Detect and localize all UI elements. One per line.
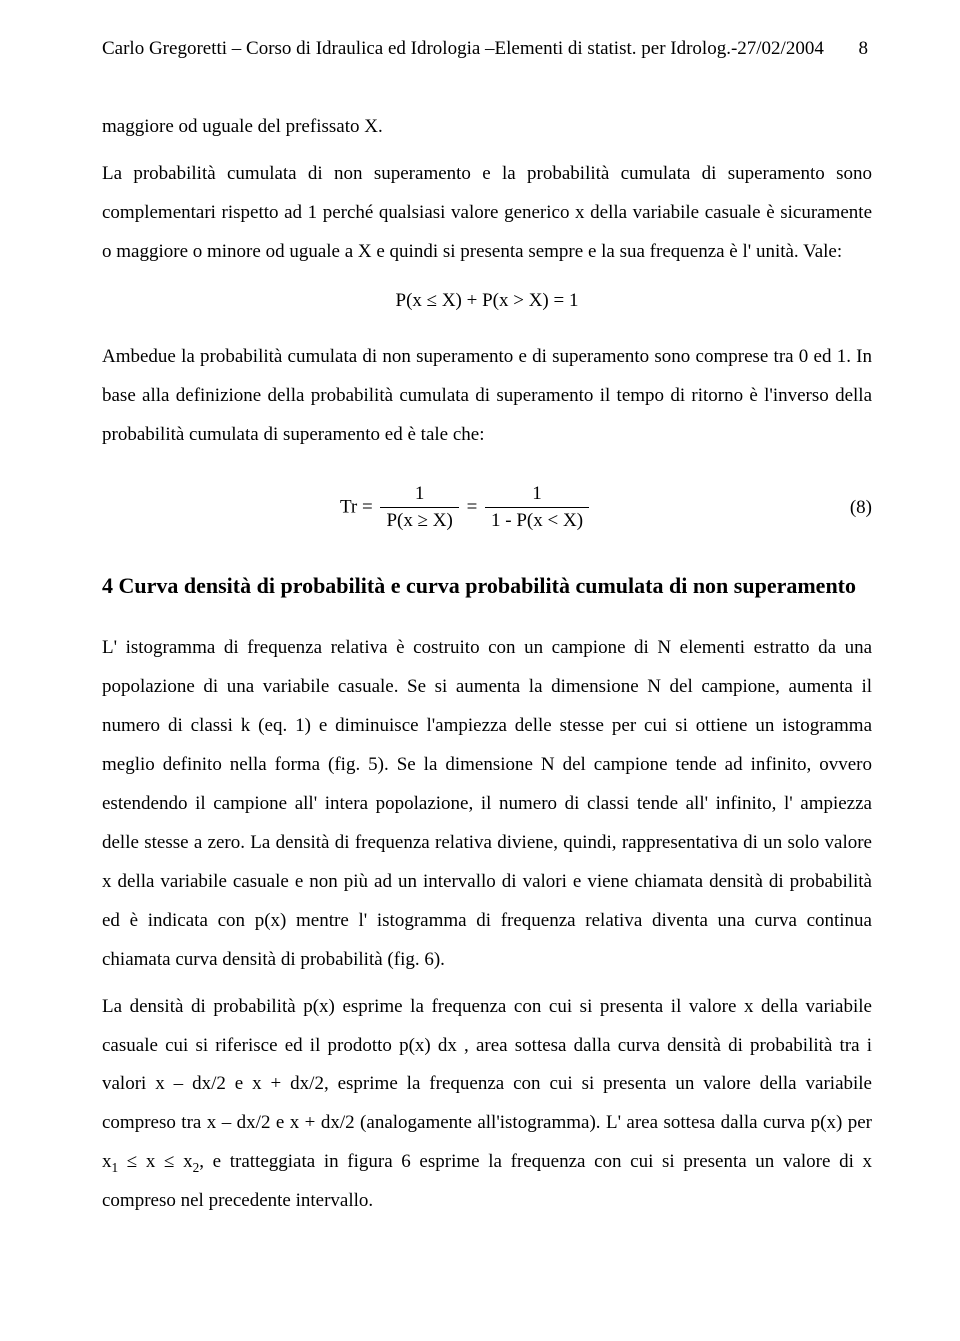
paragraph-4: L' istogramma di frequenza relativa è co… — [102, 629, 872, 979]
equation-1: P(x ≤ X) + P(x > X) = 1 — [102, 290, 872, 312]
p5-pre: La densità di probabilità p(x) esprime l… — [102, 996, 872, 1173]
eq2-frac1-num: 1 — [380, 483, 458, 509]
equation-2-content: Tr = 1 P(x ≥ X) = 1 1 - P(x < X) — [102, 483, 830, 534]
eq2-frac2: 1 1 - P(x < X) — [485, 483, 589, 534]
eq2-mid: = — [467, 496, 478, 517]
p5-mid1: ≤ x ≤ x — [118, 1151, 192, 1172]
eq2-frac1: 1 P(x ≥ X) — [380, 483, 458, 534]
page-number: 8 — [859, 38, 873, 60]
header-text: Carlo Gregoretti – Corso di Idraulica ed… — [102, 38, 824, 59]
eq2-frac2-den: 1 - P(x < X) — [485, 508, 589, 533]
eq2-frac2-num: 1 — [485, 483, 589, 509]
page-header: Carlo Gregoretti – Corso di Idraulica ed… — [102, 38, 872, 60]
paragraph-3: Ambedue la probabilità cumulata di non s… — [102, 338, 872, 455]
p5-post: , e tratteggiata in figura 6 esprime la … — [102, 1151, 872, 1211]
paragraph-1: maggiore od uguale del prefissato X. — [102, 108, 872, 147]
paragraph-2: La probabilità cumulata di non superamen… — [102, 155, 872, 272]
paragraph-5: La densità di probabilità p(x) esprime l… — [102, 988, 872, 1222]
eq2-lhs: Tr = — [340, 496, 373, 517]
equation-2: Tr = 1 P(x ≥ X) = 1 1 - P(x < X) (8) — [102, 483, 872, 534]
eq2-frac1-den: P(x ≥ X) — [380, 508, 458, 533]
section-4-title: 4 Curva densità di probabilità e curva p… — [102, 573, 872, 599]
eq2-label: (8) — [830, 497, 872, 519]
